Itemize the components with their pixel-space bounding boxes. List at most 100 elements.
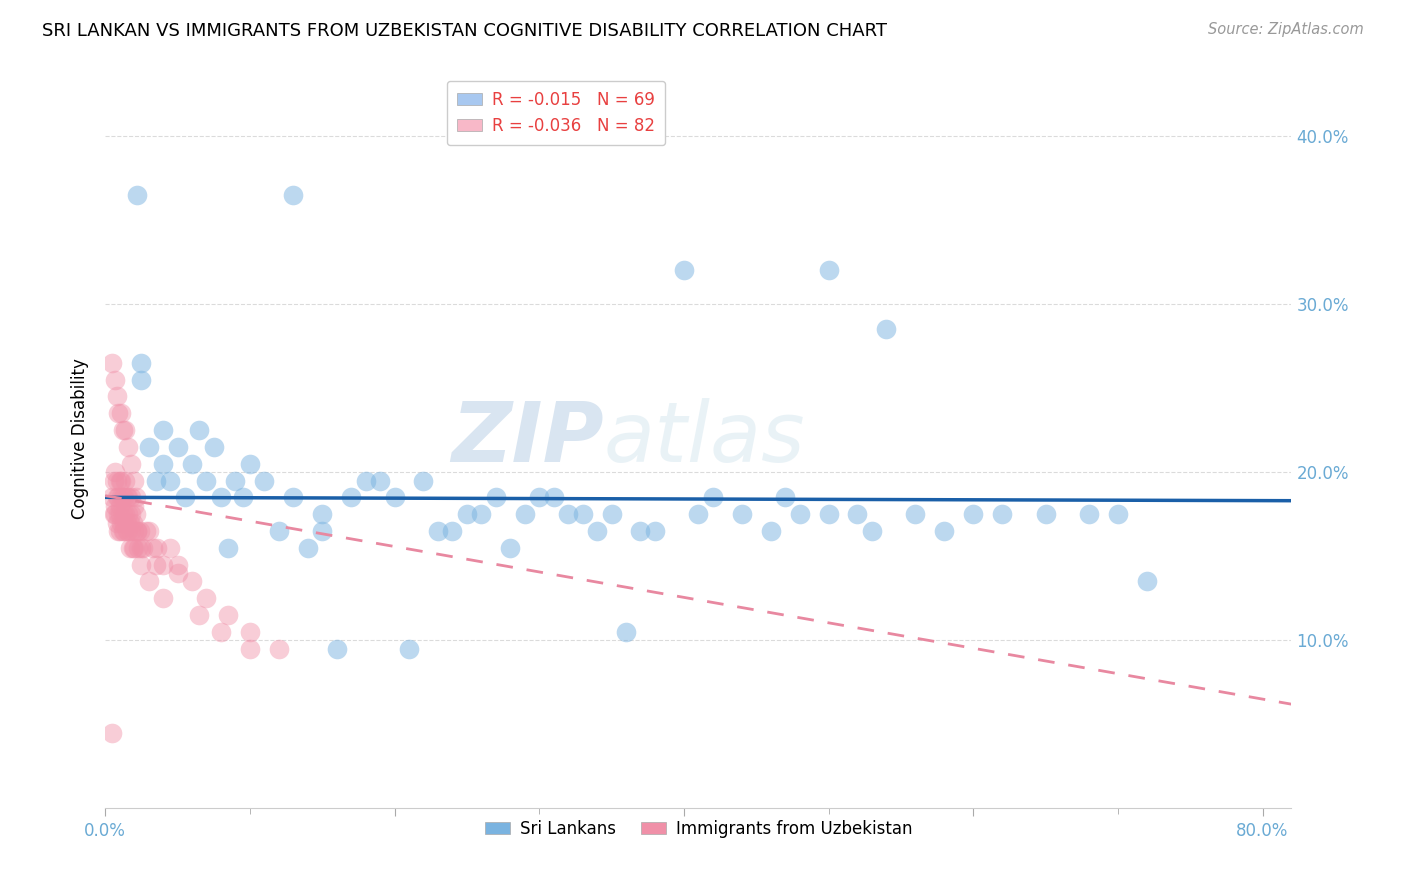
Point [131, 541, 153, 555]
Point [120, 457, 142, 471]
Point [702, 491, 724, 505]
Point [117, 440, 139, 454]
Point [114, 423, 136, 437]
Point [499, 541, 522, 555]
Point [209, 624, 232, 639]
Point [398, 641, 420, 656]
Text: SRI LANKAN VS IMMIGRANTS FROM UZBEKISTAN COGNITIVE DISABILITY CORRELATION CHART: SRI LANKAN VS IMMIGRANTS FROM UZBEKISTAN… [42, 22, 887, 40]
Point [138, 574, 160, 589]
Point [152, 591, 174, 606]
Point [110, 516, 132, 530]
Point [441, 524, 464, 538]
Point [311, 524, 333, 538]
Point [103, 507, 125, 521]
Legend: Sri Lankans, Immigrants from Uzbekistan: Sri Lankans, Immigrants from Uzbekistan [478, 814, 918, 845]
Point [146, 541, 169, 555]
Point [112, 516, 135, 530]
Point [107, 524, 129, 538]
Text: ZIP: ZIP [451, 398, 603, 479]
Point [103, 474, 125, 488]
Point [107, 491, 129, 505]
Point [111, 524, 134, 538]
Point [991, 507, 1014, 521]
Point [110, 491, 132, 505]
Point [110, 406, 132, 420]
Point [297, 541, 319, 555]
Point [731, 507, 754, 521]
Point [217, 541, 239, 555]
Point [688, 507, 710, 521]
Point [672, 263, 695, 277]
Point [224, 474, 246, 488]
Point [111, 423, 134, 437]
Point [129, 524, 152, 538]
Point [115, 491, 138, 505]
Point [104, 499, 127, 513]
Point [105, 389, 128, 403]
Text: atlas: atlas [603, 398, 806, 479]
Point [1136, 574, 1159, 589]
Point [105, 491, 128, 505]
Point [195, 591, 218, 606]
Point [166, 440, 188, 454]
Point [368, 474, 391, 488]
Point [105, 474, 128, 488]
Point [426, 524, 449, 538]
Point [122, 499, 145, 513]
Point [875, 322, 897, 336]
Point [325, 641, 347, 656]
Point [108, 474, 131, 488]
Point [239, 457, 262, 471]
Point [118, 516, 141, 530]
Point [340, 491, 363, 505]
Point [117, 524, 139, 538]
Point [759, 524, 782, 538]
Point [195, 474, 218, 488]
Point [159, 474, 181, 488]
Point [860, 524, 883, 538]
Point [142, 541, 165, 555]
Point [122, 524, 145, 538]
Point [557, 507, 579, 521]
Point [107, 406, 129, 420]
Point [181, 457, 204, 471]
Point [173, 491, 195, 505]
Point [111, 491, 134, 505]
Point [644, 524, 666, 538]
Point [121, 541, 143, 555]
Point [124, 507, 146, 521]
Point [529, 491, 551, 505]
Point [283, 491, 305, 505]
Point [117, 491, 139, 505]
Point [773, 491, 796, 505]
Point [166, 566, 188, 580]
Point [108, 507, 131, 521]
Point [283, 187, 305, 202]
Point [145, 474, 167, 488]
Point [115, 516, 138, 530]
Point [138, 524, 160, 538]
Point [1035, 507, 1057, 521]
Point [124, 491, 146, 505]
Point [600, 507, 623, 521]
Point [586, 524, 609, 538]
Point [120, 524, 142, 538]
Point [114, 474, 136, 488]
Point [131, 558, 153, 572]
Point [513, 507, 536, 521]
Point [311, 507, 333, 521]
Point [101, 725, 124, 739]
Point [104, 465, 127, 479]
Point [108, 524, 131, 538]
Point [1077, 507, 1099, 521]
Point [614, 624, 637, 639]
Point [188, 423, 211, 437]
Point [239, 624, 262, 639]
Point [122, 541, 145, 555]
Point [209, 491, 232, 505]
Point [120, 491, 142, 505]
Point [267, 641, 290, 656]
Point [817, 263, 839, 277]
Point [485, 491, 508, 505]
Point [145, 558, 167, 572]
